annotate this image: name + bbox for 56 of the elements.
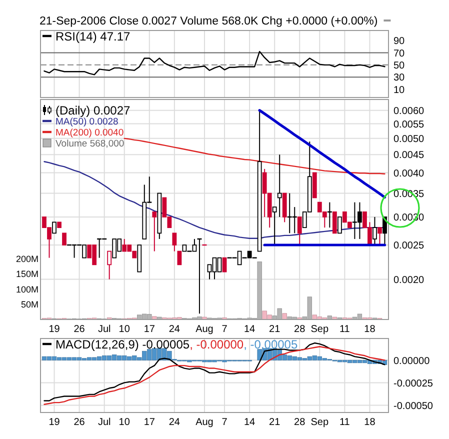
x-tick-label: 28 xyxy=(294,417,306,428)
x-tick-label: 19 xyxy=(48,324,60,335)
y-tick-label: 0.0025 xyxy=(394,240,425,252)
y2-tick-label: 200M xyxy=(16,254,38,264)
x-tick-label: 14 xyxy=(244,417,256,428)
y-tick-label: 0.0060 xyxy=(394,106,425,117)
y-tick-label: 0.0055 xyxy=(394,119,425,130)
x-tick-label: Jul xyxy=(98,324,111,335)
x-tick-label: 10 xyxy=(118,324,130,335)
y-tick-label: 30 xyxy=(394,72,406,84)
y-tick-label: 70 xyxy=(394,48,406,60)
series-label: , -0.00000 xyxy=(190,337,244,352)
x-tick-label: 28 xyxy=(294,324,306,335)
legend-label: Volume 568,000 xyxy=(56,138,124,150)
x-tick-label: 26 xyxy=(74,324,86,335)
legend-label: RSI(14) 47.17 xyxy=(56,29,131,44)
chart-title: 21-Sep-2006 Close 0.0027 Volume 568.0K Chg +0.0000 (+0.00%) xyxy=(40,16,378,28)
y-tick-label: 10 xyxy=(394,84,406,96)
y-tick-label: 0.0020 xyxy=(394,274,425,286)
x-tick-label: 11 xyxy=(339,324,350,335)
x-tick-label: 7 xyxy=(222,417,228,428)
x-tick-label: 17 xyxy=(144,417,156,428)
x-tick-label: 10 xyxy=(118,417,130,428)
x-tick-label: 17 xyxy=(144,324,156,335)
x-tick-label: 21 xyxy=(269,324,281,335)
x-tick-label: Aug xyxy=(196,324,214,335)
x-tick-label: 11 xyxy=(339,417,350,428)
x-tick-label: 18 xyxy=(364,417,376,428)
legend-label: MA(50) 0.0028 xyxy=(56,116,118,128)
y-tick-label: 0.0040 xyxy=(394,168,425,180)
y2-tick-label: 50M xyxy=(20,300,38,310)
y2-tick-label: 100M xyxy=(16,284,38,294)
x-tick-label: 24 xyxy=(168,417,180,428)
x-tick-label: 14 xyxy=(244,324,256,335)
x-tick-label: 26 xyxy=(74,417,86,428)
y-tick-label: 0.0045 xyxy=(394,150,425,162)
x-tick-label: Sep xyxy=(310,417,329,428)
x-tick-label: Sep xyxy=(310,324,329,335)
y-tick-label: -0.00050 xyxy=(394,400,434,412)
x-tick-label: 19 xyxy=(48,417,60,428)
y-tick-label: 0.00000 xyxy=(394,356,430,367)
x-tick-label: 7 xyxy=(222,324,228,335)
y-tick-label: 90 xyxy=(394,36,406,48)
x-tick-label: Jul xyxy=(98,417,111,428)
x-tick-label: 18 xyxy=(364,324,376,335)
y-tick-label: 50 xyxy=(394,60,406,72)
y-tick-label: -0.00025 xyxy=(394,378,434,390)
x-tick-label: 21 xyxy=(269,417,281,428)
legend-label: MACD(12,26,9) -0.00005 xyxy=(56,337,190,352)
legend-label: MA(200) 0.0040 xyxy=(56,127,124,138)
legend-label: (Daily) 0.0027 xyxy=(56,103,131,118)
y2-tick-label: 150M xyxy=(16,269,38,280)
x-tick-label: Aug xyxy=(196,417,214,428)
y-tick-label: 0.0050 xyxy=(394,134,425,146)
x-tick-label: 24 xyxy=(168,324,180,335)
series-label: , -0.00005 xyxy=(244,337,298,352)
